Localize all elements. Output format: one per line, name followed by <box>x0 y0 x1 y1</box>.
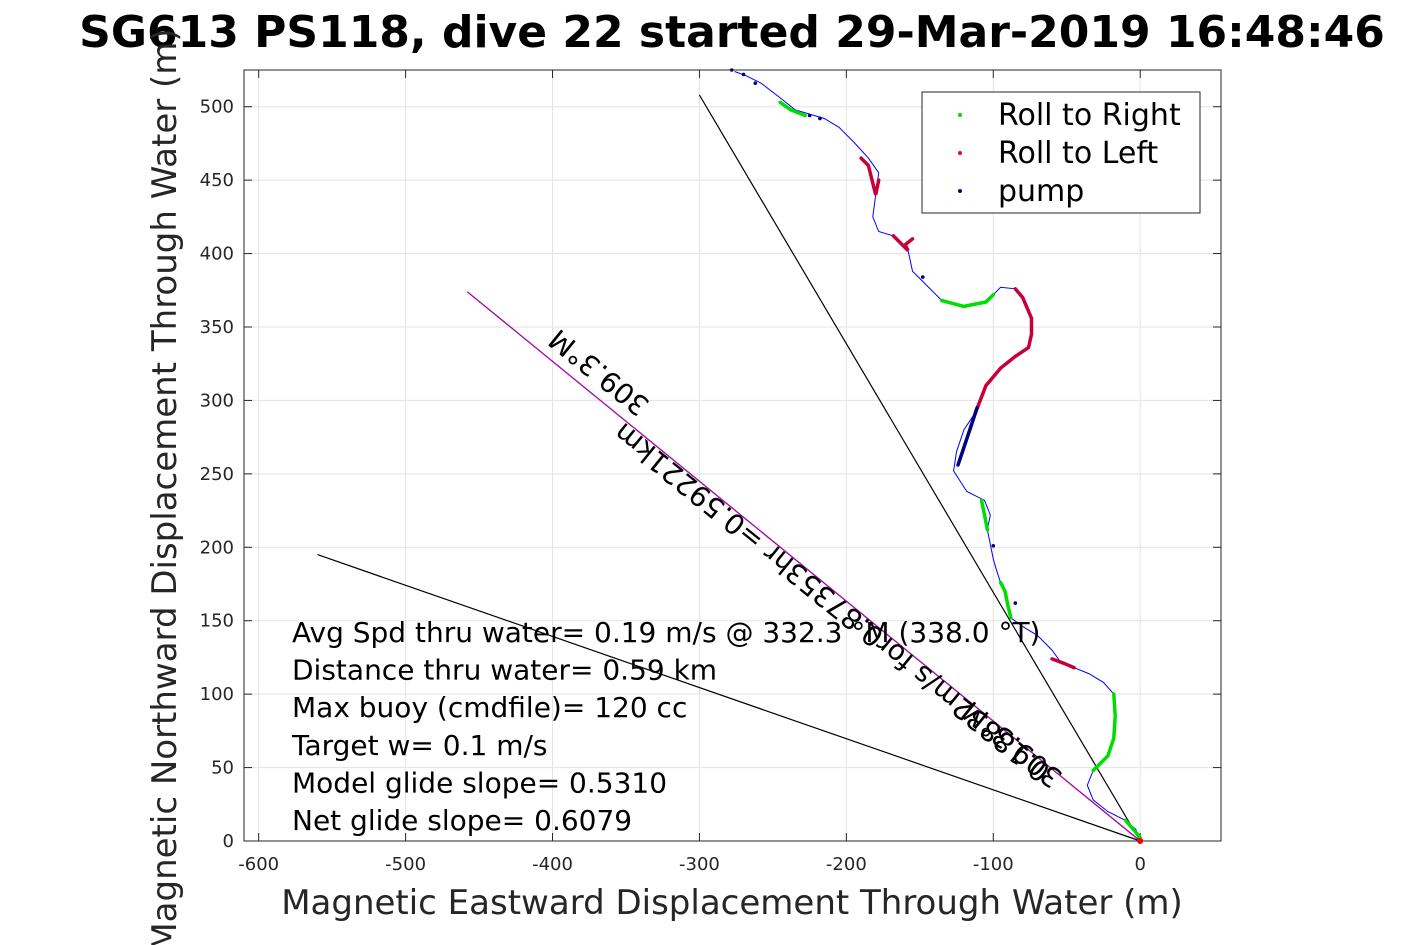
roll-right-segment <box>778 100 807 118</box>
y-tick-label: 500 <box>200 97 234 118</box>
reference-line-overlay <box>466 291 1141 842</box>
reference-line <box>317 554 1141 842</box>
rotated-heading-label-top: 309.3°M <box>543 322 656 422</box>
roll-right-segment <box>979 498 990 532</box>
annotation-line: Net glide slope= 0.6079 <box>292 804 632 837</box>
pump-point <box>741 72 746 77</box>
legend: Roll to Right Roll to Left pump <box>921 91 1201 214</box>
chart-title: SG613 PS118, dive 22 started 29-Mar-2019… <box>79 7 1385 58</box>
pump-point <box>807 113 812 118</box>
y-tick-label: 50 <box>211 758 234 779</box>
roll-left-segment <box>1050 657 1076 670</box>
roll-left-segment <box>891 234 915 252</box>
legend-marker-pump <box>958 189 962 193</box>
y-tick-label: 200 <box>200 537 234 558</box>
pump-point <box>920 275 925 279</box>
x-tick-label: -400 <box>532 854 573 875</box>
pump-point <box>729 68 734 72</box>
y-tick-label: 400 <box>200 244 234 265</box>
y-tick-label: 250 <box>200 464 234 485</box>
annotation-line: Avg Spd thru water= 0.19 m/s @ 332.3 °M … <box>292 616 1040 649</box>
annotations: Avg Spd thru water= 0.19 m/s @ 332.3 °M … <box>291 616 1040 837</box>
y-axis-label: Magnetic Northward Displacement Through … <box>145 28 185 945</box>
legend-label-pump: pump <box>998 174 1084 209</box>
legend-marker-roll-left <box>958 151 962 155</box>
roll-right-segment <box>998 580 1013 620</box>
y-tick-label: 150 <box>200 611 234 632</box>
x-tick-label: 0 <box>1134 854 1145 875</box>
legend-label-roll-right: Roll to Right <box>998 98 1181 133</box>
annotation-line: Distance thru water= 0.59 km <box>292 654 717 687</box>
annotation-line: Model glide slope= 0.5310 <box>292 766 667 799</box>
x-tick-label: -100 <box>973 854 1014 875</box>
pump-point <box>753 81 758 86</box>
pump-point <box>991 544 996 548</box>
x-tick-label: -300 <box>679 854 720 875</box>
x-tick-label: -600 <box>238 854 279 875</box>
annotation-line: Max buoy (cmdfile)= 120 cc <box>292 691 687 724</box>
axis-ticks: -600 -500 -400 -300 -200 -100 0 0 50 100 150 200 250… <box>200 70 1221 875</box>
legend-marker-roll-right <box>958 113 962 117</box>
y-tick-label: 450 <box>200 170 234 191</box>
roll-left-segment <box>859 156 881 196</box>
glider-track <box>729 68 1144 844</box>
y-tick-label: 0 <box>223 831 234 852</box>
pump-segment <box>956 406 979 467</box>
x-axis-label: Magnetic Eastward Displacement Through W… <box>281 883 1183 923</box>
dive-origin-point <box>1137 838 1144 844</box>
x-tick-label: -500 <box>385 854 426 875</box>
y-tick-label: 100 <box>200 684 234 705</box>
pump-point <box>1013 601 1018 605</box>
x-tick-label: -200 <box>826 854 867 875</box>
legend-box <box>921 91 1201 214</box>
rotated-heading-label-bottom: 309.3°M <box>956 694 1069 794</box>
roll-right-segment <box>1091 692 1117 773</box>
y-tick-label: 350 <box>200 317 234 338</box>
roll-right-segment <box>940 292 996 309</box>
roll-right-segment <box>1123 818 1142 840</box>
roll-left-segment <box>973 287 1034 414</box>
reference-lines <box>317 94 1141 842</box>
pump-point <box>818 116 822 121</box>
y-tick-label: 300 <box>200 390 234 411</box>
annotation-line: Target w= 0.1 m/s <box>291 729 548 762</box>
reference-line <box>698 94 1141 842</box>
legend-label-roll-left: Roll to Left <box>998 136 1158 171</box>
